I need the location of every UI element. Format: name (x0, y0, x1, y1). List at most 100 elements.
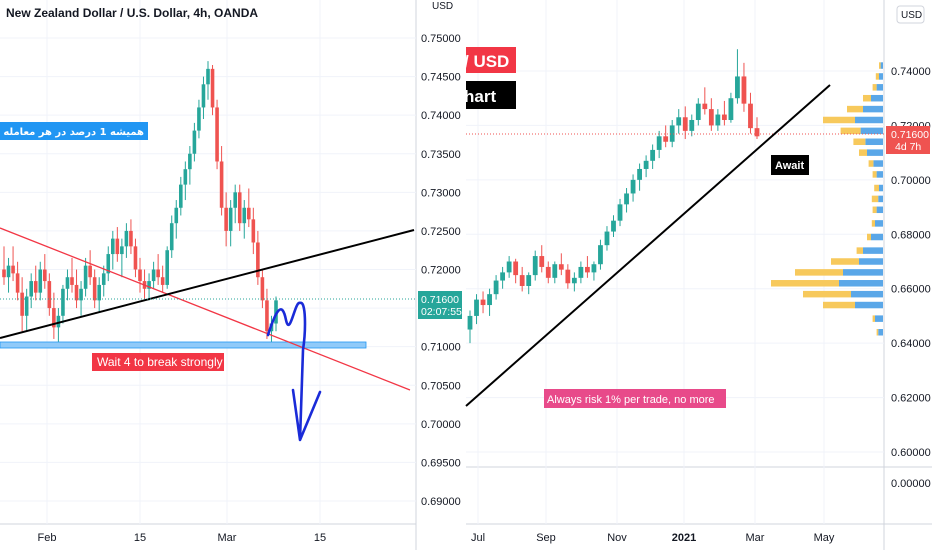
right-candle-body (558, 264, 564, 270)
right-candle-body (708, 109, 714, 126)
left-candle-body (11, 265, 15, 274)
currency-badge[interactable] (896, 5, 925, 24)
left-candle-body (188, 153, 192, 170)
left-candle-body (2, 269, 6, 278)
right-y-tick: 0.70000 (891, 175, 931, 187)
right-candle-body (585, 266, 590, 273)
vp-bar-up (879, 184, 883, 192)
left-candle-body (247, 207, 251, 220)
right-candle-body (552, 264, 558, 278)
right-candle-body (682, 117, 688, 131)
left-panel[interactable]: همیشه 1 درصد در هر معامله ریسک Wait 4 to… (0, 0, 462, 550)
vp-bar-up (876, 206, 883, 214)
left-candle-body (70, 277, 74, 285)
right-panel[interactable]: / USD hart Await Always risk 1% per trad… (432, 0, 932, 550)
right-candle-body (630, 179, 636, 194)
currency-badge-text[interactable]: USD (901, 10, 922, 21)
persian-note-box (0, 122, 148, 140)
vp-bar-up (843, 269, 883, 276)
right-candle-body (721, 114, 727, 120)
right-candle-body (571, 277, 577, 284)
vp-bar-down (879, 62, 881, 69)
chart-tag-text: hart (464, 87, 496, 106)
left-candle-body (92, 277, 97, 301)
vp-bar-up (867, 149, 883, 156)
left-candle-body (192, 130, 197, 154)
left-candle-body (224, 207, 228, 231)
projection-sketch[interactable] (266, 301, 322, 442)
left-candle-body (88, 265, 92, 278)
right-y-tick: 0.68000 (891, 229, 931, 241)
persian-note-text: همیشه 1 درصد در هر معامله ریسک (0, 127, 144, 138)
left-candle-body (79, 288, 83, 301)
left-y-tick: 0.74500 (421, 72, 461, 84)
left-candle-body (129, 230, 133, 247)
right-candle-body (578, 266, 584, 278)
left-candle-body (115, 238, 120, 255)
left-candle-body (56, 315, 61, 328)
vp-bar-up (875, 220, 883, 227)
support-zone[interactable] (0, 341, 367, 349)
right-y-tick: 0.74000 (891, 66, 931, 78)
vp-bar-down (863, 94, 871, 102)
left-x-tick: 15 (314, 532, 326, 544)
left-candle-body (156, 269, 160, 278)
descending-trendline[interactable] (0, 227, 411, 391)
right-candle-body (676, 117, 682, 126)
right-y-tick: 0.64000 (891, 338, 931, 350)
left-candle-body (52, 308, 56, 328)
right-candle-body (598, 245, 603, 265)
right-x-tick: May (814, 532, 835, 544)
right-candle-body (669, 125, 675, 142)
wait-note-box (92, 353, 224, 371)
vp-bar-down (872, 84, 877, 91)
right-candle-body (728, 98, 734, 120)
left-candles (2, 61, 278, 347)
left-candle-body (210, 68, 215, 108)
right-ascending-trendline[interactable] (465, 84, 831, 407)
right-x-tick: Nov (607, 532, 627, 544)
left-candle-body (6, 265, 11, 278)
left-candle-body (24, 296, 29, 316)
usd-tag-box (466, 47, 516, 73)
left-price-axis[interactable]: 0.75000 0.74500 0.74000 0.73500 0.73000 0.725… (421, 33, 461, 508)
left-candle-body (20, 292, 24, 316)
left-candle-body (65, 277, 70, 289)
vp-bar-up (860, 127, 883, 135)
left-candle-body (201, 84, 206, 108)
left-y-tick: 0.69500 (421, 457, 461, 469)
right-candle-body (500, 272, 506, 281)
right-candle-body (604, 231, 610, 246)
right-time-axis[interactable]: Jul Sep Nov 2021 Mar May (471, 532, 835, 544)
right-candle-body (487, 294, 492, 306)
left-y-tick: 0.72000 (421, 265, 461, 277)
left-candle-body (38, 269, 43, 293)
left-candle-body (183, 169, 188, 185)
left-candle-body (97, 284, 101, 301)
volume-profile (771, 62, 883, 336)
vp-bar-up (878, 329, 883, 336)
left-time-axis[interactable]: Feb 15 Mar 15 (38, 532, 327, 544)
right-candle-body (695, 103, 701, 120)
ascending-trendline[interactable] (0, 229, 415, 339)
left-candle-body (179, 184, 183, 208)
vp-bar-down (876, 329, 879, 336)
vp-bar-down (823, 116, 855, 124)
right-candle-body (650, 149, 656, 161)
left-candle-body (242, 207, 247, 224)
right-candle-body (637, 168, 642, 180)
left-candle-body (133, 246, 138, 270)
left-candle-body (120, 246, 124, 255)
right-candles (467, 49, 760, 344)
left-candle-body (256, 242, 260, 278)
right-candle-body (643, 160, 649, 169)
vp-bar-up (851, 290, 883, 298)
vp-bar-up (859, 258, 883, 265)
await-note-text: Await (775, 160, 804, 172)
vp-bar-up (871, 94, 883, 102)
left-candle-body (124, 230, 129, 247)
vp-bar-down (771, 280, 839, 287)
left-candle-body (106, 254, 111, 274)
right-price-axis[interactable]: 0.740000.720000.700000.680000.660000.640… (891, 66, 931, 459)
